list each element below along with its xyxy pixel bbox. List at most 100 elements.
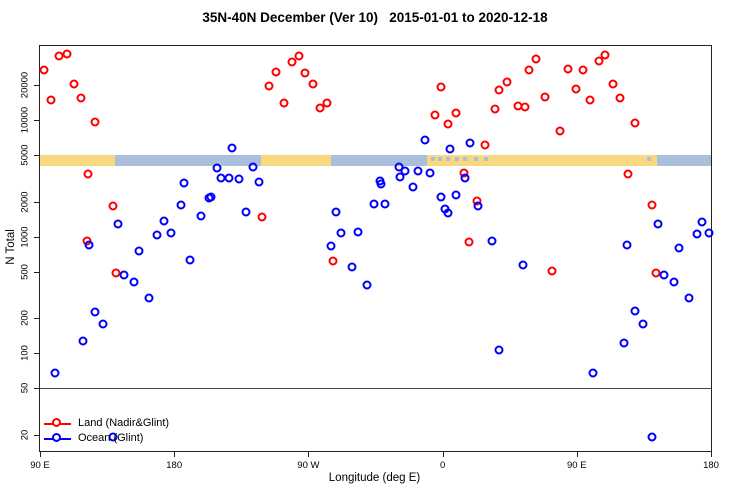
data-point-land <box>547 266 557 276</box>
y-tick-label: 10000 <box>19 106 31 134</box>
data-point-ocean <box>152 230 162 240</box>
band-speck-land <box>90 160 95 165</box>
data-point-ocean <box>336 228 346 238</box>
data-point-ocean <box>638 319 648 329</box>
y-tick <box>34 201 39 203</box>
data-point-ocean <box>254 177 264 187</box>
x-tick <box>442 452 444 457</box>
x-tick <box>40 452 41 457</box>
data-point-ocean <box>179 178 189 188</box>
data-point-ocean <box>241 207 251 217</box>
y-tick <box>34 388 39 390</box>
data-point-ocean <box>400 166 410 176</box>
data-point-ocean <box>395 172 405 182</box>
data-point-land <box>294 51 304 61</box>
data-point-ocean <box>234 174 244 184</box>
data-point-ocean <box>331 207 341 217</box>
data-point-ocean <box>248 162 258 172</box>
y-tick <box>34 434 39 436</box>
data-point-land <box>90 117 100 127</box>
y-tick-label: 200 <box>19 310 31 326</box>
data-point-ocean <box>108 432 118 442</box>
data-point-land <box>600 50 610 60</box>
data-point-ocean <box>196 211 206 221</box>
data-point-land <box>257 212 267 222</box>
data-point-ocean <box>420 135 430 145</box>
x-axis-title: Longitude (deg E) <box>328 472 421 484</box>
band-segment-ocean <box>115 155 261 167</box>
y-tick-label: 5000 <box>19 144 31 166</box>
data-point-ocean <box>697 217 707 227</box>
data-point-ocean <box>487 236 497 246</box>
data-point-land <box>524 65 534 75</box>
data-point-land <box>436 82 446 92</box>
band-segment-land <box>260 155 331 167</box>
data-point-land <box>502 77 512 87</box>
x-tick <box>308 452 310 457</box>
legend-row: Ocean (Glint) <box>42 431 232 446</box>
data-point-land <box>46 95 56 105</box>
data-point-ocean <box>380 199 390 209</box>
data-point-land <box>585 95 595 105</box>
data-point-ocean <box>674 243 684 253</box>
band-segment-land <box>40 155 116 167</box>
x-tick-label: 90 E <box>567 460 587 471</box>
data-point-ocean <box>630 306 640 316</box>
y-tick-label: 500 <box>19 263 31 280</box>
band-speck-land <box>81 160 86 165</box>
data-point-ocean <box>443 208 453 218</box>
data-point-ocean <box>224 173 234 183</box>
band-speck-ocean <box>473 157 478 162</box>
band-segment-ocean <box>330 155 427 167</box>
data-point-land <box>571 84 581 94</box>
y-tick-label: 100 <box>19 345 31 362</box>
data-point-ocean <box>684 293 694 303</box>
data-point-ocean <box>353 227 363 237</box>
legend-label: Ocean (Glint) <box>78 432 144 444</box>
band-segment-land <box>426 155 657 167</box>
data-point-land <box>76 93 86 103</box>
data-point-ocean <box>436 192 446 202</box>
data-point-land <box>531 54 541 64</box>
band-speck-ocean <box>438 157 443 162</box>
x-tick-label: 90 E <box>30 460 50 471</box>
data-point-land <box>328 256 338 266</box>
data-point-land <box>615 93 625 103</box>
y-tick-label: 1000 <box>19 226 31 248</box>
data-point-land <box>594 56 604 66</box>
reference-line-n50 <box>40 388 711 390</box>
data-point-ocean <box>408 182 418 192</box>
plot-area: 90 E 180 90 W 0 90 E 180 20 50 100 200 500 1000 2000… <box>20 45 719 471</box>
x-tick <box>711 452 712 457</box>
x-tick <box>174 452 176 457</box>
data-point-ocean <box>425 168 435 178</box>
legend-row: Land (Nadir&Glint) <box>42 416 232 431</box>
band-speck-ocean <box>445 157 450 162</box>
y-tick-label: 50 <box>19 382 31 394</box>
legend-marker-icon <box>52 433 61 442</box>
data-point-land <box>308 79 318 89</box>
band-speck-ocean <box>430 157 435 162</box>
data-point-ocean <box>659 270 669 280</box>
data-point-land <box>300 68 310 78</box>
data-point-land <box>647 200 657 210</box>
data-point-land <box>651 268 661 278</box>
y-tick <box>34 271 39 273</box>
data-point-ocean <box>144 293 154 303</box>
data-point-ocean <box>362 280 372 290</box>
x-tick-label: 90 W <box>297 460 320 471</box>
data-point-land <box>108 201 118 211</box>
data-point-ocean <box>113 219 123 229</box>
band-speck-ocean <box>463 157 468 162</box>
data-point-ocean <box>465 138 475 148</box>
data-point-ocean <box>176 200 186 210</box>
band-segment-ocean <box>656 155 711 167</box>
data-point-ocean <box>619 338 629 348</box>
y-tick <box>34 85 39 87</box>
y-tick-label: 20 <box>19 429 31 440</box>
data-point-land <box>264 81 274 91</box>
data-point-ocean <box>84 240 94 250</box>
band-speck-ocean <box>646 157 651 162</box>
data-point-ocean <box>212 163 222 173</box>
